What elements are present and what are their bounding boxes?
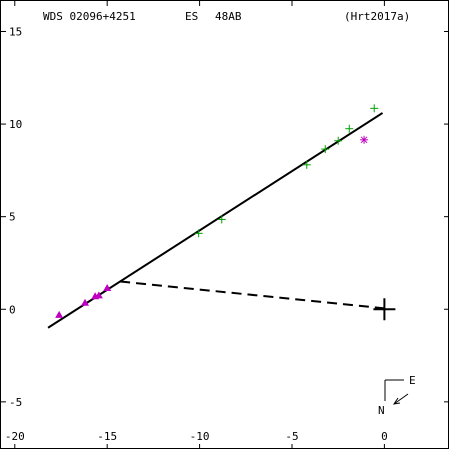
y-tick-label: 15	[9, 25, 22, 38]
plus-marker	[194, 229, 203, 238]
plus-marker	[321, 145, 330, 154]
triangle-marker	[81, 298, 90, 306]
star-marker-d2	[360, 136, 368, 144]
y-tick-label: 0	[9, 303, 16, 316]
star-marker	[360, 135, 369, 144]
observation-marks	[55, 104, 379, 318]
header-wds: WDS 02096+4251	[43, 10, 136, 23]
plus-marker	[370, 104, 379, 113]
plus-marker	[217, 215, 226, 224]
compass: E N	[378, 374, 416, 417]
x-tick-label: -5	[285, 430, 298, 443]
header-discoverer: ES	[185, 10, 198, 23]
x-tick-label: -10	[190, 430, 210, 443]
y-tick-label: 10	[9, 118, 22, 131]
compass-arrow-head	[392, 397, 401, 405]
compass-motion-arrow	[393, 393, 409, 405]
plus-marker	[334, 136, 343, 145]
triangle-marker	[91, 292, 100, 300]
y-tick-label: 5	[9, 211, 16, 224]
periastron-connector	[120, 280, 385, 310]
compass-north-label: N	[378, 404, 385, 417]
header-reference: (Hrt2017a)	[344, 10, 410, 23]
y-tick-label: -5	[9, 396, 22, 409]
triangle-marker	[103, 283, 112, 291]
triangle-marker	[55, 310, 64, 318]
x-tick-label: -20	[5, 430, 25, 443]
plus-marker	[345, 124, 354, 133]
x-tick-label: -15	[97, 430, 117, 443]
x-tick-label: 0	[381, 430, 388, 443]
compass-east-label: E	[409, 374, 416, 387]
plus-marker	[302, 160, 311, 169]
header-pair: 48AB	[215, 10, 242, 23]
